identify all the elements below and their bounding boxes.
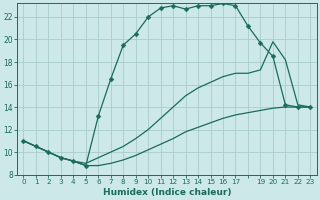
X-axis label: Humidex (Indice chaleur): Humidex (Indice chaleur) <box>103 188 231 197</box>
